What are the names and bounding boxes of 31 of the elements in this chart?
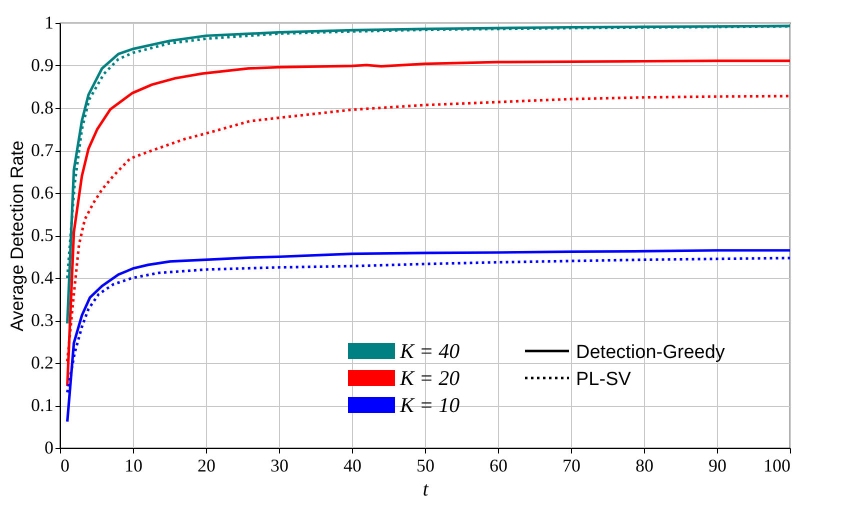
y-tick-label: 0.8 [31,98,54,118]
x-tick-label: 100 [764,456,790,476]
y-tick-label: 0 [44,438,54,458]
x-tick-label: 0 [60,456,70,476]
line-series [66,249,790,423]
y-tick-label: 0.7 [31,140,54,160]
annotation: PL-SV [576,369,632,390]
annotation: Detection-Greedy [576,342,726,363]
x-tick-label: 60 [490,456,508,476]
y-tick-label: 0.2 [31,352,54,372]
y-tick-label: 0.9 [31,55,54,75]
x-tick-label: 20 [198,456,216,476]
x-tick-label: 50 [416,456,434,476]
legend-label: K = 10 [399,393,460,417]
x-tick-label: 90 [708,456,726,476]
legend-label: K = 20 [399,366,460,390]
y-tick-label: 0.4 [31,268,54,288]
x-axis-title: t [422,478,429,500]
x-tick-label: 10 [124,456,142,476]
x-tick-label: 80 [636,456,654,476]
legend-label: K = 40 [399,339,460,363]
y-tick-label: 0.5 [31,225,54,245]
y-tick-label: 0.3 [31,310,54,330]
line-series [66,60,790,388]
y-axis-title: Average Detection Rate [7,140,27,332]
x-tick-label: 30 [270,456,288,476]
x-tick-label: 40 [344,456,362,476]
y-tick-label: 1 [44,12,54,32]
y-tick-label: 0.6 [31,182,54,202]
y-tick-label: 0.1 [31,395,54,415]
x-tick-label: 70 [562,456,580,476]
